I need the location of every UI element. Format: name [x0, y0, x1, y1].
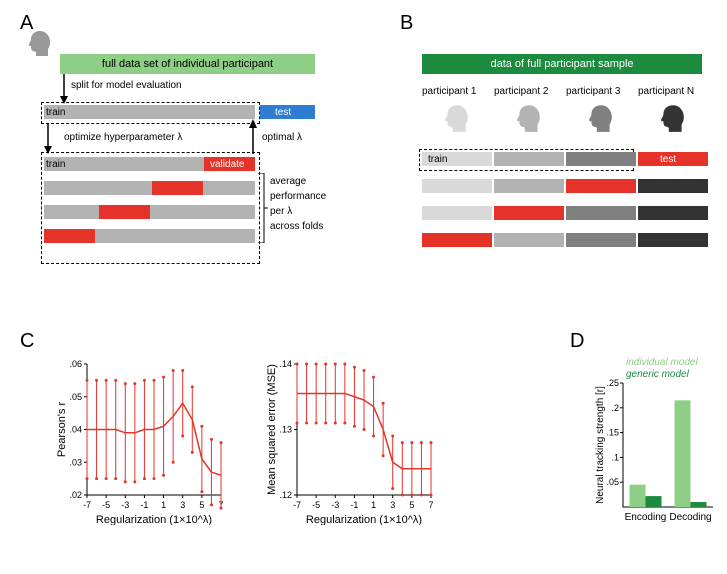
cv-cell: [566, 152, 636, 166]
test-label: test: [275, 107, 291, 118]
svg-text:-7: -7: [83, 500, 91, 510]
svg-text:.05: .05: [69, 392, 82, 402]
svg-text:.05: .05: [606, 477, 619, 487]
head-icon: [24, 28, 54, 58]
b-test-label: test: [660, 154, 676, 165]
brace-icon: [258, 173, 268, 243]
arrow-down-2-icon: [41, 124, 55, 154]
avg-3: per λ: [270, 206, 292, 217]
panel-c-label: C: [20, 330, 34, 353]
cv-cell: [494, 152, 564, 166]
participant-label: participant 2: [494, 86, 564, 97]
svg-text:.25: .25: [606, 378, 619, 388]
svg-text:1: 1: [161, 500, 166, 510]
split-label: split for model evaluation: [71, 80, 182, 91]
panel-b-header: data of full participant sample: [422, 54, 702, 74]
avg-1: average: [270, 176, 306, 187]
cv-cell: [422, 206, 492, 220]
svg-text:-5: -5: [102, 500, 110, 510]
panel-d-label: D: [570, 330, 584, 353]
svg-text:-1: -1: [350, 500, 358, 510]
svg-text:.13: .13: [279, 425, 292, 435]
svg-text:5: 5: [199, 500, 204, 510]
avg-2: performance: [270, 191, 326, 202]
optimal-label: optimal λ: [262, 132, 302, 143]
svg-text:1: 1: [371, 500, 376, 510]
panel-a-header: full data set of individual participant: [60, 54, 315, 74]
train-bar: [44, 105, 255, 119]
cv-cell: [638, 179, 708, 193]
bar-chart: .05 .1 .15 .2 .25 EncodingDecoding Neural trac…: [595, 355, 715, 525]
optimize-label: optimize hyperparameter λ: [64, 132, 182, 143]
svg-text:-3: -3: [331, 500, 339, 510]
svg-text:Regularization (1×10^λ): Regularization (1×10^λ): [96, 514, 212, 525]
head-icon: [440, 102, 472, 134]
cv-cell: [566, 179, 636, 193]
avg-4: across folds: [270, 221, 323, 232]
cv-cell: [494, 206, 564, 220]
train-label-2: train: [46, 159, 65, 170]
participant-label: participant 1: [422, 86, 492, 97]
svg-text:individual model: individual model: [626, 357, 698, 368]
svg-text:-7: -7: [293, 500, 301, 510]
cv-cell: [494, 233, 564, 247]
svg-text:Pearson's r: Pearson's r: [56, 402, 68, 458]
arrow-down-icon: [57, 74, 71, 104]
svg-text:-3: -3: [121, 500, 129, 510]
svg-text:5: 5: [409, 500, 414, 510]
panel-b-label: B: [400, 12, 413, 35]
svg-text:3: 3: [180, 500, 185, 510]
svg-text:.2: .2: [611, 403, 619, 413]
cv-cell: [494, 179, 564, 193]
svg-text:7: 7: [428, 500, 433, 510]
b-train-label: train: [428, 154, 447, 165]
svg-text:generic model: generic model: [626, 369, 690, 380]
arrow-up-icon: [246, 119, 260, 154]
cv-cell: [566, 233, 636, 247]
svg-text:Regularization (1×10^λ): Regularization (1×10^λ): [306, 514, 422, 525]
svg-text:-5: -5: [312, 500, 320, 510]
svg-text:.06: .06: [69, 360, 82, 369]
cv-cell: [422, 233, 492, 247]
cv-cell: [638, 206, 708, 220]
svg-text:Decoding: Decoding: [669, 512, 711, 523]
participant-label: participant N: [638, 86, 708, 97]
head-icon: [584, 102, 616, 134]
train-label-1: train: [46, 107, 65, 118]
participant-label: participant 3: [566, 86, 636, 97]
svg-text:.03: .03: [69, 457, 82, 467]
svg-text:Neural tracking strength [r]: Neural tracking strength [r]: [595, 386, 606, 504]
svg-text:.1: .1: [611, 452, 619, 462]
svg-text:.02: .02: [69, 490, 82, 500]
svg-text:Mean squared error (MSE): Mean squared error (MSE): [266, 364, 278, 495]
chart: .12 .13 .14 -7 -5 -3 -1 1 3 5 7 Mean squared error …: [265, 360, 435, 525]
svg-text:Encoding: Encoding: [625, 512, 667, 523]
head-icon: [512, 102, 544, 134]
chart: .02.03.04.05.06-7-5-3-11357Pearson's rRe…: [55, 360, 225, 525]
svg-text:.12: .12: [279, 490, 292, 500]
cv-cell: [422, 179, 492, 193]
validate-label: validate: [210, 159, 244, 170]
head-icon: [656, 102, 688, 134]
cv-cell: [638, 233, 708, 247]
svg-text:.14: .14: [279, 360, 292, 369]
svg-text:-1: -1: [140, 500, 148, 510]
cv-cell: [566, 206, 636, 220]
svg-text:.04: .04: [69, 425, 82, 435]
svg-text:.15: .15: [606, 428, 619, 438]
svg-text:3: 3: [390, 500, 395, 510]
